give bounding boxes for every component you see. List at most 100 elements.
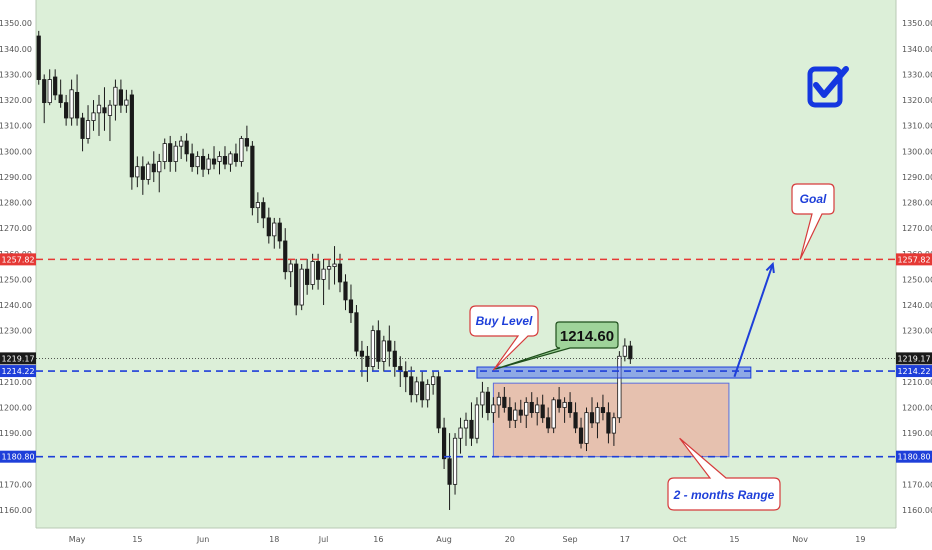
candle-body xyxy=(162,143,167,162)
candle-body xyxy=(332,263,337,267)
candle-body xyxy=(431,376,436,385)
candle-body xyxy=(524,401,529,416)
x-tick-label: 15 xyxy=(132,535,142,544)
candle-body xyxy=(567,401,573,414)
candle-body xyxy=(557,399,562,408)
candle-body xyxy=(222,156,228,165)
buy-level-tag-right xyxy=(896,365,932,378)
candle-body xyxy=(447,458,452,485)
last-price-tag-text-right: 1219.17 xyxy=(897,354,930,363)
x-tick-label: Oct xyxy=(673,535,687,544)
candle-body xyxy=(255,202,260,209)
buy-level-callout-box xyxy=(469,305,539,371)
resistance-tag-text-left: 1257.82 xyxy=(1,255,34,264)
candle-body xyxy=(425,384,430,401)
candle-body xyxy=(310,261,315,285)
candle-body xyxy=(47,79,52,104)
time-axis: May 15 Jun 18 Jul 16 Aug 20 Sep 17 Oct 15 Nov 19 xyxy=(69,535,866,544)
candle-body xyxy=(151,163,156,173)
candle-body xyxy=(469,419,474,439)
candle-body xyxy=(228,153,233,165)
y-tick-label-right: 1200.00 xyxy=(902,404,932,413)
candle-body xyxy=(480,391,485,406)
y-tick-label-left: 1310.00 xyxy=(0,122,32,131)
y-tick-label-left: 1200.00 xyxy=(0,404,32,413)
candle-body xyxy=(299,268,304,306)
candle-body xyxy=(206,158,211,170)
candle-body xyxy=(277,222,282,242)
x-tick-label: Sep xyxy=(563,535,578,544)
candle-body xyxy=(91,112,96,121)
goal-callout-text: Goal xyxy=(800,192,827,206)
y-tick-label-left: 1240.00 xyxy=(0,301,32,310)
candle-body xyxy=(80,117,85,139)
y-tick-label-right: 1330.00 xyxy=(902,70,932,79)
candle-body xyxy=(343,281,348,301)
candle-body xyxy=(606,412,611,434)
y-tick-label-left: 1290.00 xyxy=(0,173,32,182)
right-price-axis: 1160.001170.001180.001190.001200.001210.… xyxy=(902,19,932,515)
x-tick-label: 15 xyxy=(729,535,739,544)
y-tick-label-left: 1170.00 xyxy=(0,480,32,489)
y-tick-label-right: 1350.00 xyxy=(902,19,932,28)
candle-body xyxy=(485,391,491,414)
y-tick-label-left: 1210.00 xyxy=(0,378,32,387)
range-low-tag-right xyxy=(896,450,932,463)
candle-body xyxy=(540,404,545,419)
candle-body xyxy=(58,94,63,104)
candle-body xyxy=(337,263,343,283)
candle-body xyxy=(628,345,633,360)
price-callout-text: 1214.60 xyxy=(560,328,614,345)
y-tick-label-right: 1190.00 xyxy=(902,429,932,438)
candle-body xyxy=(535,404,540,414)
x-tick-label: Nov xyxy=(792,535,808,544)
y-tick-label-right: 1300.00 xyxy=(902,147,932,156)
candle-body xyxy=(414,381,419,396)
candle-body xyxy=(64,102,69,119)
range-box xyxy=(492,382,730,458)
candle-body xyxy=(381,340,386,362)
candle-body xyxy=(458,427,463,439)
candle-body xyxy=(392,350,397,367)
candle-body xyxy=(102,107,107,114)
zones-layer xyxy=(492,382,730,458)
candle-body xyxy=(326,266,332,270)
candle-body xyxy=(233,153,239,162)
candle-body xyxy=(288,263,293,273)
y-tick-label-right: 1240.00 xyxy=(902,301,932,310)
x-tick-label: 20 xyxy=(505,535,515,544)
last-price-tag-left xyxy=(0,352,36,365)
y-tick-label-left: 1300.00 xyxy=(0,147,32,156)
y-tick-label-left: 1250.00 xyxy=(0,275,32,284)
candle-body xyxy=(135,166,140,178)
plot-background xyxy=(36,0,896,528)
y-tick-label-left: 1160.00 xyxy=(0,506,32,515)
y-tick-label-right: 1290.00 xyxy=(902,173,932,182)
range-low-tag-text-right: 1180.80 xyxy=(897,453,930,462)
candle-body xyxy=(74,91,80,119)
y-tick-label-right: 1160.00 xyxy=(902,506,932,515)
x-tick-label: 16 xyxy=(373,535,383,544)
y-tick-label-left: 1340.00 xyxy=(0,45,32,54)
resistance-tag-left xyxy=(0,253,36,266)
y-tick-label-right: 1270.00 xyxy=(902,224,932,233)
x-tick-label: Jun xyxy=(196,535,210,544)
last-price-tag-right xyxy=(896,352,932,365)
resistance-tag-right xyxy=(896,253,932,266)
candle-body xyxy=(195,156,200,168)
candle-body xyxy=(622,345,627,357)
buy-level-tag-text-left: 1214.22 xyxy=(1,367,34,376)
resistance-tag-text-right: 1257.82 xyxy=(897,255,930,264)
y-tick-label-right: 1210.00 xyxy=(902,378,932,387)
y-tick-label-left: 1230.00 xyxy=(0,327,32,336)
y-tick-label-right: 1280.00 xyxy=(902,199,932,208)
y-tick-label-right: 1230.00 xyxy=(902,327,932,336)
candle-body xyxy=(305,268,310,285)
candle-body xyxy=(387,340,392,352)
candle-body xyxy=(474,404,480,439)
candle-body xyxy=(584,412,589,444)
candle-body xyxy=(200,156,206,170)
candle-body xyxy=(316,261,321,280)
candle-body xyxy=(96,104,102,114)
